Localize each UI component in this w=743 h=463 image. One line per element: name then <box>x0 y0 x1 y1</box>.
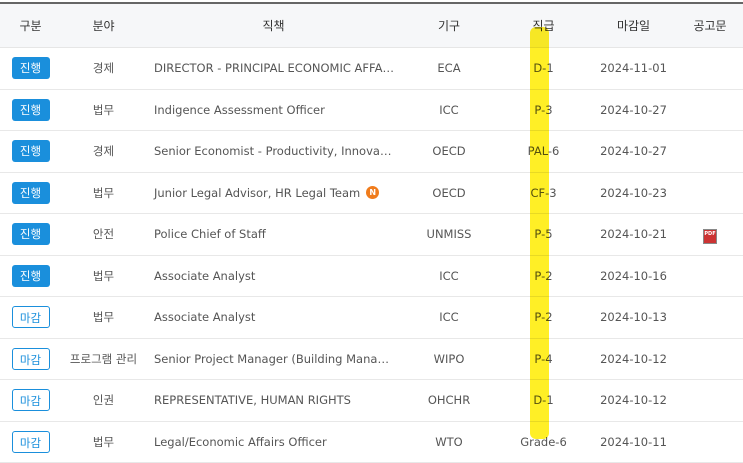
notice-cell <box>677 89 743 131</box>
notice-cell <box>677 255 743 297</box>
title-cell[interactable]: Associate Analyst <box>146 255 401 297</box>
table-row[interactable]: 진행 경제 DIRECTOR - PRINCIPAL ECONOMIC AFFA… <box>0 47 743 90</box>
column-header: 공고문 <box>677 3 743 48</box>
status-badge: 진행 <box>11 57 50 80</box>
status-badge: 마감 <box>11 389 50 412</box>
status-badge: 마감 <box>11 306 50 329</box>
title-cell[interactable]: Senior Project Manager (Building Mana… <box>146 338 401 380</box>
notice-cell <box>677 47 743 90</box>
table-row[interactable]: 진행 법무 Associate Analyst ICC P-2 2024-10-… <box>0 255 743 297</box>
table-row[interactable]: 마감 인권 REPRESENTATIVE, HUMAN RIGHTS OHCHR… <box>0 379 743 422</box>
field-cell: 프로그램 관리 <box>61 338 146 380</box>
title-cell[interactable]: Legal/Economic Affairs Officer <box>146 421 401 463</box>
title-cell[interactable]: DIRECTOR - PRINCIPAL ECONOMIC AFFA… <box>146 47 401 90</box>
job-title-link[interactable]: Associate Analyst <box>154 310 256 325</box>
field-cell: 법무 <box>61 89 146 131</box>
job-title-link[interactable]: Police Chief of Staff <box>154 227 266 242</box>
yellow-highlight-mark <box>530 27 549 439</box>
table-row[interactable]: 마감 프로그램 관리 Senior Project Manager (Build… <box>0 338 743 380</box>
title-cell[interactable]: Police Chief of Staff <box>146 213 401 256</box>
column-header: 분야 <box>61 3 146 48</box>
org-cell: WIPO <box>401 338 497 380</box>
job-title-link[interactable]: Senior Project Manager (Building Mana… <box>154 351 389 366</box>
notice-cell <box>677 172 743 214</box>
new-icon: N <box>397 144 401 158</box>
status-badge: 진행 <box>11 98 50 121</box>
status-badge: 진행 <box>11 223 50 246</box>
notice-cell: PDF <box>677 213 743 256</box>
table-row[interactable]: 진행 경제 Senior Economist - Productivity, I… <box>0 130 743 173</box>
title-cell[interactable]: Indigence Assessment Officer <box>146 89 401 131</box>
job-title-link[interactable]: REPRESENTATIVE, HUMAN RIGHTS <box>154 393 351 408</box>
deadline-cell: 2024-10-11 <box>590 421 677 463</box>
org-cell: ICC <box>401 255 497 297</box>
status-badge: 마감 <box>11 347 50 370</box>
org-cell: OECD <box>401 172 497 214</box>
org-cell: OHCHR <box>401 379 497 422</box>
field-cell: 안전 <box>61 213 146 256</box>
notice-cell <box>677 421 743 463</box>
field-cell: 법무 <box>61 255 146 297</box>
table-row[interactable]: 진행 안전 Police Chief of Staff UNMISS P-5 2… <box>0 213 743 256</box>
deadline-cell: 2024-10-21 <box>590 213 677 256</box>
org-cell: ICC <box>401 89 497 131</box>
org-cell: ICC <box>401 296 497 339</box>
pdf-icon[interactable]: PDF <box>703 229 717 245</box>
org-cell: ECA <box>401 47 497 90</box>
org-cell: WTO <box>401 421 497 463</box>
column-header: 기구 <box>401 3 497 48</box>
org-cell: OECD <box>401 130 497 173</box>
job-title-link[interactable]: Indigence Assessment Officer <box>154 102 325 117</box>
notice-cell <box>677 130 743 173</box>
column-header: 직책 <box>146 3 401 48</box>
notice-cell <box>677 379 743 422</box>
deadline-cell: 2024-10-12 <box>590 338 677 380</box>
table-row[interactable]: 진행 법무 Indigence Assessment Officer ICC P… <box>0 89 743 131</box>
title-cell[interactable]: REPRESENTATIVE, HUMAN RIGHTS <box>146 379 401 422</box>
title-cell[interactable]: Junior Legal Advisor, HR Legal Team N <box>146 172 401 214</box>
new-icon: N <box>366 185 380 199</box>
job-title-link[interactable]: Junior Legal Advisor, HR Legal Team <box>154 185 361 200</box>
table-row[interactable]: 마감 법무 Associate Analyst ICC P-2 2024-10-… <box>0 296 743 339</box>
status-badge: 진행 <box>11 181 50 204</box>
title-cell[interactable]: Senior Economist - Productivity, Innova…… <box>146 130 401 173</box>
field-cell: 인권 <box>61 379 146 422</box>
deadline-cell: 2024-10-23 <box>590 172 677 214</box>
deadline-cell: 2024-10-27 <box>590 130 677 173</box>
field-cell: 경제 <box>61 47 146 90</box>
title-cell[interactable]: Associate Analyst <box>146 296 401 339</box>
status-badge: 진행 <box>11 264 50 287</box>
deadline-cell: 2024-10-16 <box>590 255 677 297</box>
notice-cell <box>677 296 743 339</box>
job-title-link[interactable]: Senior Economist - Productivity, Innova… <box>154 144 392 159</box>
field-cell: 법무 <box>61 421 146 463</box>
status-badge: 진행 <box>11 140 50 163</box>
column-header: 마감일 <box>590 3 677 48</box>
job-title-link[interactable]: Associate Analyst <box>154 268 256 283</box>
job-title-link[interactable]: DIRECTOR - PRINCIPAL ECONOMIC AFFA… <box>154 61 394 76</box>
table-row[interactable]: 진행 법무 Junior Legal Advisor, HR Legal Tea… <box>0 172 743 214</box>
column-header: 구분 <box>0 3 61 48</box>
deadline-cell: 2024-10-27 <box>590 89 677 131</box>
field-cell: 법무 <box>61 296 146 339</box>
field-cell: 경제 <box>61 130 146 173</box>
deadline-cell: 2024-11-01 <box>590 47 677 90</box>
field-cell: 법무 <box>61 172 146 214</box>
org-cell: UNMISS <box>401 213 497 256</box>
deadline-cell: 2024-10-13 <box>590 296 677 339</box>
status-badge: 마감 <box>11 430 50 453</box>
deadline-cell: 2024-10-12 <box>590 379 677 422</box>
table-row[interactable]: 마감 법무 Legal/Economic Affairs Officer WTO… <box>0 421 743 463</box>
notice-cell <box>677 338 743 380</box>
